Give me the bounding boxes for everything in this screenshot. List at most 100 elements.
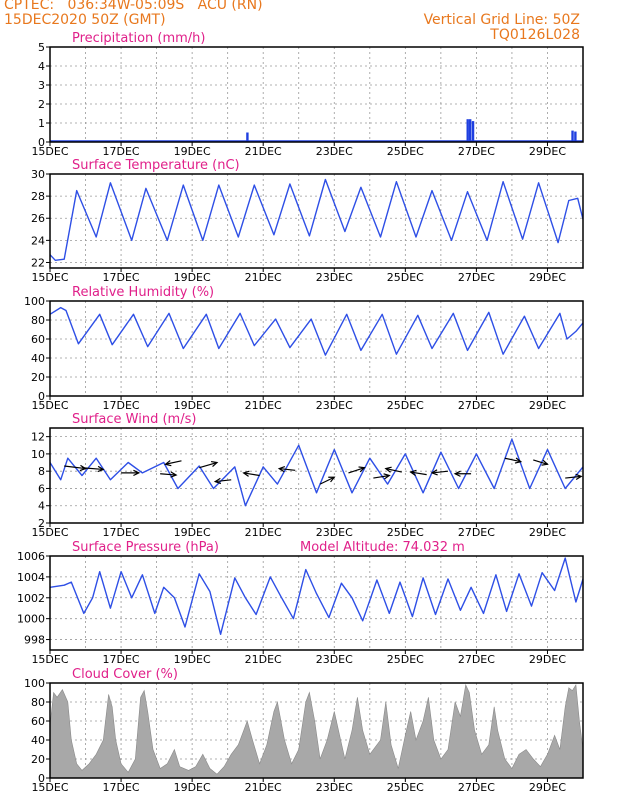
y-tick-label: 1002: [17, 592, 45, 605]
wind-arrowhead: [328, 476, 336, 483]
y-tick-label: 0: [38, 390, 45, 403]
wind-arrowhead: [242, 470, 250, 477]
x-tick-label: 27DEC: [458, 781, 495, 794]
x-tick-label: 15DEC: [31, 653, 68, 666]
panel-4: 998 1000 1002 1004 1006 15DEC 17DEC 19DEC 21DEC 2…: [17, 540, 584, 666]
precip-bar: [574, 131, 577, 142]
x-tick-label: 27DEC: [458, 653, 495, 666]
wind-arrow: [160, 473, 177, 476]
y-tick-label: 40: [31, 734, 45, 747]
x-tick-label: 19DEC: [174, 145, 211, 158]
precip-bar: [469, 119, 472, 142]
wind-arrow: [199, 461, 218, 469]
y-tick-label: 4: [38, 60, 45, 73]
precip-bar: [571, 130, 574, 142]
x-tick-label: 29DEC: [529, 781, 566, 794]
wind-arrowhead: [133, 469, 141, 477]
y-tick-label: 2: [38, 98, 45, 111]
panel-frame: [49, 173, 584, 269]
wind-arrow: [279, 467, 296, 471]
x-tick-label: 19DEC: [174, 781, 211, 794]
series-line: [49, 557, 584, 635]
x-tick-label: 29DEC: [529, 653, 566, 666]
x-tick-label: 17DEC: [103, 526, 140, 539]
y-tick-label: 40: [31, 352, 45, 365]
y-tick-label: 100: [24, 295, 45, 308]
x-tick-label: 17DEC: [103, 145, 140, 158]
y-tick-label: 24: [31, 234, 45, 247]
x-tick-label: 29DEC: [529, 526, 566, 539]
x-tick-label: 25DEC: [387, 399, 424, 412]
x-tick-label: 15DEC: [31, 271, 68, 284]
wind-arrow: [348, 467, 365, 474]
y-tick-label: 26: [31, 212, 45, 225]
wind-arrow: [215, 479, 232, 483]
x-tick-label: 23DEC: [316, 781, 353, 794]
wind-arrow: [373, 474, 390, 479]
wind-arrow: [410, 471, 427, 476]
wind-arrowhead: [358, 466, 366, 473]
y-tick-label: 60: [31, 715, 45, 728]
y-tick-label: 12: [31, 431, 45, 444]
y-tick-label: 0: [38, 772, 45, 785]
x-tick-label: 19DEC: [174, 653, 211, 666]
x-tick-label: 15DEC: [31, 781, 68, 794]
x-tick-label: 25DEC: [387, 526, 424, 539]
panel-5: 0 20 40 60 80 100 15DEC 17DEC 19DEC 21DEC 23DEC 25D…: [24, 667, 584, 794]
wind-arrowhead: [453, 470, 461, 477]
y-tick-label: 30: [31, 168, 45, 181]
x-tick-label: 21DEC: [245, 653, 282, 666]
series-line: [49, 438, 584, 507]
series-line: [49, 178, 584, 261]
y-tick-label: 2: [38, 517, 45, 530]
x-tick-label: 15DEC: [31, 526, 68, 539]
y-tick-label: 0: [38, 136, 45, 149]
wind-arrow: [165, 460, 182, 465]
x-tick-label: 17DEC: [103, 271, 140, 284]
panel-frame: [49, 300, 584, 397]
y-tick-label: 998: [24, 634, 45, 647]
panel-title: Precipitation (mm/h): [72, 31, 205, 46]
y-tick-label: 80: [31, 314, 45, 327]
y-tick-label: 1006: [17, 550, 45, 563]
panel-0: 0 1 2 3 4 5 15DEC 17DEC 19DEC 21DEC 23DEC 25DEC 27DE…: [31, 31, 584, 158]
panel-annotation: Model Altitude: 74.032 m: [300, 540, 465, 555]
panel-title: Surface Temperature (nC): [72, 158, 240, 173]
x-tick-label: 21DEC: [245, 145, 282, 158]
wind-arrow: [319, 476, 335, 485]
x-tick-label: 27DEC: [458, 271, 495, 284]
x-tick-label: 21DEC: [245, 526, 282, 539]
panel-title: Relative Humidity (%): [72, 285, 214, 300]
wind-arrowhead: [384, 466, 392, 473]
wind-arrow: [243, 472, 260, 477]
wind-arrowhead: [409, 469, 417, 476]
panel-frame: [49, 555, 584, 651]
x-tick-label: 19DEC: [174, 526, 211, 539]
wind-arrowhead: [170, 471, 178, 478]
x-tick-label: 23DEC: [316, 653, 353, 666]
wind-arrowhead: [210, 460, 219, 468]
x-tick-label: 27DEC: [458, 526, 495, 539]
header-station: CPTEC: 036:34W-05:09S ACU (RN): [4, 0, 263, 13]
y-tick-label: 1004: [17, 571, 45, 584]
panel-frame: [49, 427, 584, 524]
y-tick-label: 5: [38, 41, 45, 54]
wind-arrow: [431, 470, 449, 474]
precip-bar: [466, 119, 469, 142]
y-tick-label: 100: [24, 677, 45, 690]
panel-frame: [49, 682, 584, 779]
y-tick-label: 22: [31, 256, 45, 269]
wind-arrowhead: [430, 469, 438, 476]
x-tick-label: 29DEC: [529, 271, 566, 284]
y-tick-label: 10: [31, 448, 45, 461]
wind-arrow: [385, 468, 402, 473]
x-tick-label: 19DEC: [174, 271, 211, 284]
wind-arrow: [504, 457, 521, 463]
y-tick-label: 1000: [17, 613, 45, 626]
wind-arrowhead: [383, 473, 391, 480]
x-tick-label: 25DEC: [387, 653, 424, 666]
panel-title: Cloud Cover (%): [72, 667, 178, 682]
panel-2: 0 20 40 60 80 100 15DEC 17DEC 19DEC 21DEC 23DEC 25D…: [24, 285, 584, 412]
x-tick-label: 23DEC: [316, 145, 353, 158]
